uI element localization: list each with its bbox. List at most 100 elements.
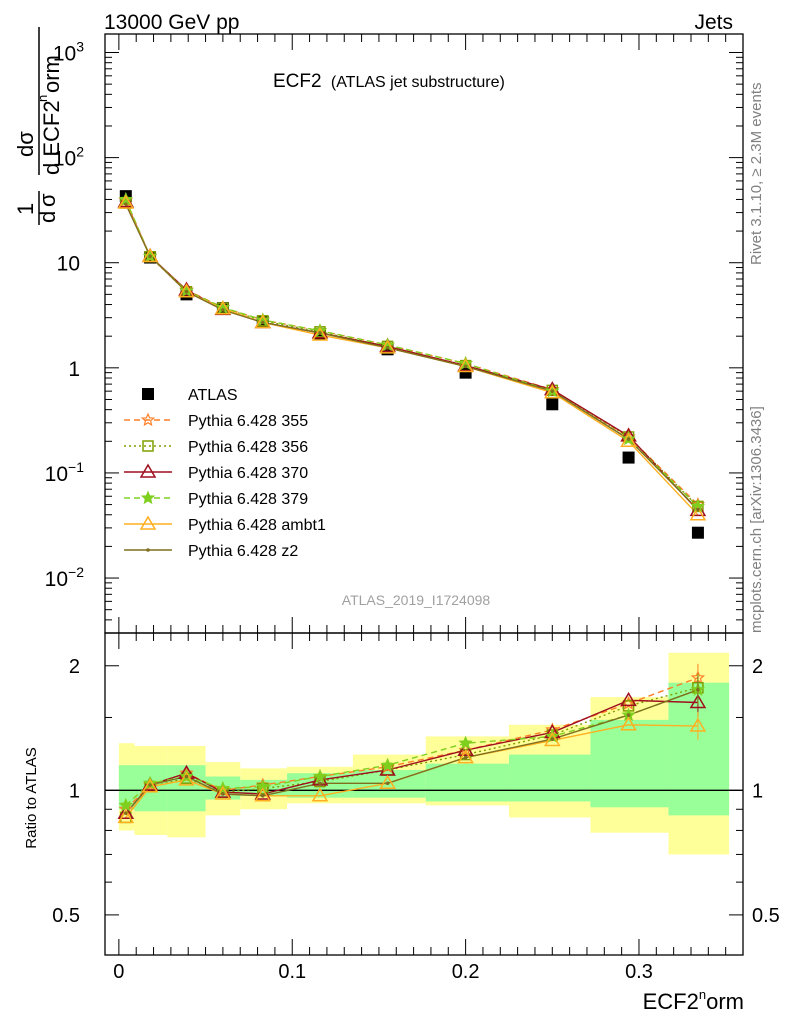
- data-point: [380, 757, 395, 772]
- ratio-y-tick-label: 1: [752, 780, 763, 802]
- legend: ATLAS Pythia 6.428 355 Pythia 6.428 356 Pyt…: [124, 387, 326, 560]
- ratio-band-inner: [508, 754, 591, 802]
- data-point: [691, 526, 704, 539]
- header-process-label: Jets: [694, 11, 733, 34]
- y-tick-label: 103: [53, 39, 84, 66]
- svg-text:d: d: [35, 211, 60, 223]
- ratio-y-tick-label: 0.5: [752, 905, 780, 927]
- data-point: [117, 194, 135, 209]
- data-point: [463, 755, 468, 760]
- y-tick-label: 10−1: [45, 459, 85, 486]
- data-point: [457, 741, 474, 756]
- data-point: [178, 771, 195, 786]
- main-y-axis-label: 1 d σ dσ d ECF2 n orm: [13, 27, 64, 225]
- data-point: [620, 432, 637, 448]
- ratio-band-inner: [118, 765, 135, 810]
- legend-entry: ATLAS: [142, 387, 238, 404]
- rivet-version-label: Rivet 3.1.10, ≥ 2.3M events: [748, 83, 765, 266]
- ratio-band-inner: [425, 763, 509, 802]
- legend-label: Pythia 6.428 ambt1: [188, 517, 326, 534]
- legend-label: ATLAS: [188, 387, 238, 404]
- data-point: [148, 783, 152, 787]
- y-tick-label: 10−2: [45, 564, 85, 591]
- legend-label: Pythia 6.428 356: [188, 439, 308, 456]
- data-point: [689, 506, 707, 521]
- plot-title-sub: (ATLAS jet substructure): [331, 74, 505, 91]
- y-tick-label: 10: [57, 253, 80, 276]
- data-point: [254, 787, 272, 802]
- legend-entry: Pythia 6.428 z2: [124, 543, 298, 560]
- data-point: [379, 774, 396, 790]
- data-point: [139, 463, 157, 478]
- data-point: [311, 326, 329, 341]
- data-point: [543, 731, 561, 747]
- data-point: [626, 713, 631, 717]
- ratio-series-line: [125, 724, 698, 818]
- series-line: [125, 202, 699, 507]
- data-point: [620, 716, 637, 731]
- data-point: [312, 768, 328, 783]
- data-point: [696, 687, 700, 692]
- legend-entry: Pythia 6.428 370: [124, 463, 308, 482]
- data-point: [124, 811, 128, 816]
- plot-title-main: ECF2: [273, 71, 322, 92]
- ratio-y-tick-label: 1: [69, 780, 80, 802]
- data-point: [311, 324, 329, 339]
- ratio-band-inner: [668, 682, 730, 816]
- data-point: [543, 384, 561, 399]
- x-tick-label: 0: [113, 961, 124, 983]
- data-point: [546, 398, 559, 411]
- data-point: [385, 346, 390, 350]
- main-plot: 10−2 10−1 1 10 102 103 ATLAS Pythia 6.428 355 Py…: [45, 33, 744, 634]
- data-point: [124, 202, 128, 207]
- data-point: [214, 785, 232, 800]
- svg-text:d ECF2: d ECF2: [39, 100, 64, 175]
- data-point: [140, 412, 156, 427]
- data-point: [622, 451, 635, 464]
- legend-label: Pythia 6.428 370: [188, 465, 308, 482]
- data-point: [458, 742, 473, 757]
- data-point: [626, 437, 631, 441]
- data-point: [221, 308, 225, 312]
- legend-label: Pythia 6.428 379: [188, 491, 308, 508]
- legend-entry: Pythia 6.428 356: [124, 439, 308, 456]
- y-tick-label: 1: [68, 358, 80, 381]
- data-point: [463, 364, 468, 369]
- legend-entry: Pythia 6.428 355: [124, 412, 308, 430]
- data-point: [260, 320, 265, 325]
- data-point: [379, 339, 396, 354]
- svg-text:1: 1: [13, 203, 38, 215]
- data-point: [141, 778, 159, 793]
- x-tick-label: 0.1: [278, 961, 306, 983]
- data-point: [457, 749, 474, 764]
- data-point: [689, 717, 707, 732]
- data-point: [146, 548, 150, 552]
- data-point: [117, 808, 135, 824]
- data-point: [142, 440, 154, 452]
- data-point: [148, 254, 152, 259]
- ratio-y-tick-label: 2: [752, 656, 763, 678]
- data-point: [184, 289, 189, 294]
- ratio-y-tick-label: 0.5: [52, 905, 80, 927]
- legend-label: Pythia 6.428 z2: [188, 543, 298, 560]
- ratio-y-tick-label: 2: [69, 656, 80, 678]
- legend-label: Pythia 6.428 355: [188, 413, 308, 430]
- legend-entry: Pythia 6.428 379: [124, 490, 308, 508]
- plot-title: ECF2 (ATLAS jet substructure): [273, 71, 505, 92]
- x-axis-label: ECF2norm: [643, 987, 744, 1014]
- data-point: [260, 794, 265, 798]
- data-point: [139, 515, 157, 530]
- svg-text:n: n: [35, 95, 50, 102]
- data-point: [696, 507, 700, 512]
- x-tick-label: 0.3: [625, 961, 653, 983]
- analysis-tag: ATLAS_2019_I1724098: [342, 592, 491, 608]
- ratio-band-inner: [590, 719, 669, 808]
- data-point: [254, 785, 272, 800]
- data-point: [620, 691, 637, 707]
- data-point: [311, 787, 329, 802]
- data-point: [318, 331, 322, 335]
- x-tick-label: 0.2: [452, 961, 480, 983]
- svg-text:orm: orm: [39, 55, 64, 93]
- data-point: [141, 247, 159, 263]
- data-point: [550, 737, 555, 741]
